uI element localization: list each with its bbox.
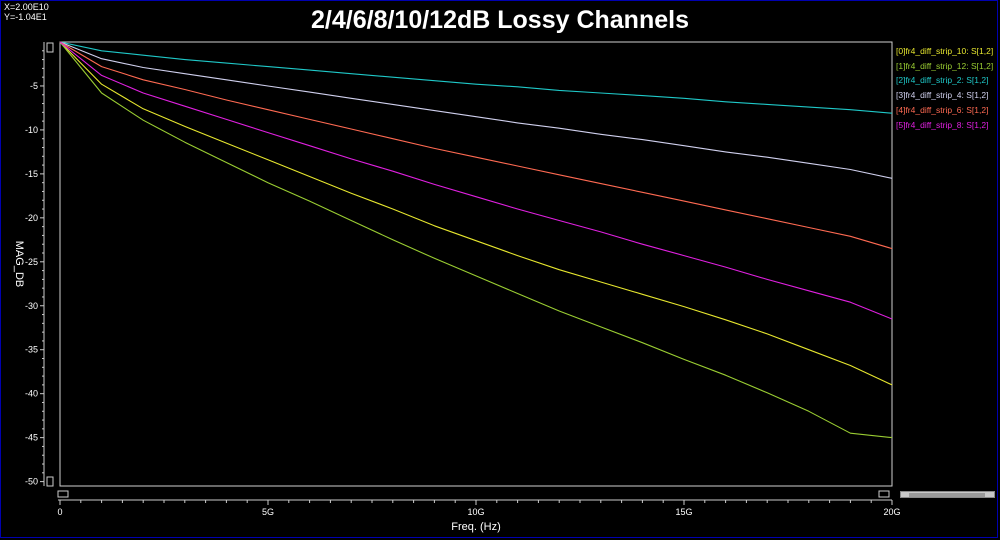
- legend-entry-5[interactable]: [5]fr4_diff_strip_8: S[1,2]: [896, 119, 989, 130]
- y-tick-label: -10: [25, 125, 38, 135]
- y-tick-label: -20: [25, 213, 38, 223]
- legend-entry-1[interactable]: [1]fr4_diff_strip_12: S[1,2]: [896, 60, 994, 71]
- x-scroll-handle-right: [878, 490, 890, 498]
- series-line-2: [59, 41, 893, 114]
- y-scroll-handle-bottom: [46, 476, 54, 487]
- legend-entry-0[interactable]: [0]fr4_diff_strip_10: S[1,2]: [896, 46, 994, 56]
- cursor-x-readout: X=2.00E10: [4, 2, 49, 12]
- x-tick-label: 15G: [675, 507, 692, 517]
- x-tick-label: 5G: [262, 507, 274, 517]
- y-tick-label: -5: [30, 81, 38, 91]
- cursor-readout: X=2.00E10 Y=-1.04E1: [4, 2, 49, 22]
- y-scroll-handle-top: [46, 42, 54, 53]
- legend-entry-4[interactable]: [4]fr4_diff_strip_6: S[1,2]: [896, 104, 989, 115]
- x-scroll-handle-left: [57, 490, 69, 498]
- y-tick-label: -15: [25, 169, 38, 179]
- y-tick-label: -25: [25, 257, 38, 267]
- series-line-1: [59, 41, 893, 439]
- y-tick-label: -30: [25, 301, 38, 311]
- plot-area-frame: [59, 41, 893, 487]
- series-line-0: [59, 41, 893, 386]
- legend-entry-3[interactable]: [3]fr4_diff_strip_4: S[1,2]: [896, 90, 989, 101]
- x-axis-label: Freq. (Hz): [451, 521, 501, 533]
- series-line-3: [59, 41, 893, 179]
- x-tick-label: 10G: [467, 507, 484, 517]
- series-line-4: [59, 41, 893, 250]
- chart-title: 2/4/6/8/10/12dB Lossy Channels: [311, 6, 689, 34]
- x-tick-label: 0: [57, 507, 62, 517]
- y-tick-label: -50: [25, 477, 38, 487]
- legend-entry-2[interactable]: [2]fr4_diff_strip_2: S[1,2]: [896, 75, 989, 86]
- cursor-y-readout: Y=-1.04E1: [4, 12, 47, 22]
- legend-scrollbar[interactable]: [900, 491, 995, 498]
- x-tick-label: 20G: [883, 507, 900, 517]
- y-tick-label: -35: [25, 345, 38, 355]
- legend: [0]fr4_diff_strip_10: S[1,2] [1]fr4_diff_…: [896, 44, 996, 132]
- series-line-5: [59, 41, 893, 320]
- legend-scrollbar-thumb[interactable]: [909, 493, 985, 497]
- y-axis-label: MAG_DB: [13, 241, 25, 287]
- y-tick-label: -40: [25, 389, 38, 399]
- y-tick-label: -45: [25, 433, 38, 443]
